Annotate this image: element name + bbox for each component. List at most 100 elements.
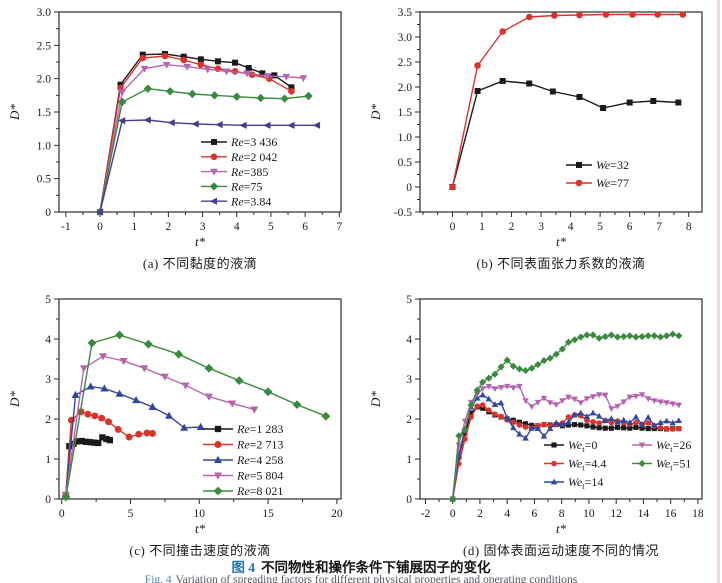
svg-text:Re=1 283: Re=1 283 xyxy=(236,422,283,436)
chart-b-plot: 0 1 2 3 4 5 6 7 8 -0.5 0 0.5 1.0 1.5 2.0 2.5 3.0 3.5 t* D* W… xyxy=(368,7,703,249)
svg-text:1: 1 xyxy=(45,454,51,466)
svg-text:10: 10 xyxy=(583,508,595,520)
svg-text:2: 2 xyxy=(509,221,515,233)
svg-text:3: 3 xyxy=(45,374,51,386)
svg-text:10: 10 xyxy=(194,508,206,520)
svg-text:t*: t* xyxy=(556,521,567,536)
svg-text:8: 8 xyxy=(559,508,565,520)
chart-d-plot: -2 0 2 4 6 8 10 12 14 16 18012345t*D*Wet=0Wet=4.4W… xyxy=(368,294,704,536)
svg-text:2.5: 2.5 xyxy=(398,57,413,69)
figure-number-en: Fig. 4 xyxy=(144,574,172,583)
svg-text:Re=8 021: Re=8 021 xyxy=(236,484,283,498)
svg-text:-1: -1 xyxy=(61,221,71,233)
chart-a-panel: -1 0 1 2 3 4 5 6 7 0 0.5 1.0 1.5 2.0 2.5 3.0 t* D* Re=3 43… xyxy=(5,2,357,272)
svg-text:2.0: 2.0 xyxy=(37,74,52,86)
svg-text:-2: -2 xyxy=(421,508,431,520)
svg-text:7: 7 xyxy=(336,221,342,233)
svg-text:D*: D* xyxy=(7,391,22,408)
svg-text:0: 0 xyxy=(450,221,456,233)
svg-text:Re=5 804: Re=5 804 xyxy=(236,469,283,483)
svg-text:16: 16 xyxy=(665,508,677,520)
svg-text:8: 8 xyxy=(686,221,692,233)
svg-text:Re=4 258: Re=4 258 xyxy=(236,453,283,467)
svg-text:6: 6 xyxy=(532,508,538,520)
svg-text:3: 3 xyxy=(406,374,412,386)
svg-text:4: 4 xyxy=(45,334,51,346)
svg-text:2.0: 2.0 xyxy=(398,82,413,94)
svg-text:0: 0 xyxy=(59,508,65,520)
svg-text:18: 18 xyxy=(692,508,704,520)
figure-title-en: Variation of spreading factors for diffe… xyxy=(175,574,578,583)
svg-text:2.5: 2.5 xyxy=(37,40,52,52)
figure-number-zh: 图 4 xyxy=(231,560,256,575)
svg-text:Re=3 436: Re=3 436 xyxy=(230,135,277,149)
svg-text:3: 3 xyxy=(538,221,544,233)
svg-text:Re=75: Re=75 xyxy=(230,180,262,194)
svg-text:4: 4 xyxy=(406,334,412,346)
svg-text:1: 1 xyxy=(406,454,412,466)
figure-title-zh: 不同物性和操作条件下铺展因子的变化 xyxy=(261,560,491,575)
svg-text:D*: D* xyxy=(7,104,22,121)
svg-text:Re=2 713: Re=2 713 xyxy=(236,438,283,452)
svg-text:We=32: We=32 xyxy=(596,158,629,172)
chart-c-panel: 0 5 10 15 20 0 1 2 3 4 5 t* D* Re=1 283 Re=2 713 Re=4 2… xyxy=(5,289,357,559)
page-edge-artifact xyxy=(717,0,720,583)
svg-text:0: 0 xyxy=(450,508,456,520)
svg-text:2: 2 xyxy=(477,508,483,520)
svg-text:Wet=0: Wet=0 xyxy=(568,438,597,454)
svg-text:4: 4 xyxy=(234,221,240,233)
svg-text:1.5: 1.5 xyxy=(37,107,52,119)
chart-d-caption: (d) 固体表面运动速度不同的情况 xyxy=(463,543,659,558)
svg-text:4: 4 xyxy=(568,221,574,233)
svg-text:Wet=51: Wet=51 xyxy=(656,457,691,473)
svg-text:6: 6 xyxy=(627,221,633,233)
svg-text:5: 5 xyxy=(406,294,412,306)
chart-a-caption: (a) 不同黏度的液滴 xyxy=(142,256,258,271)
svg-text:0: 0 xyxy=(45,207,51,219)
svg-text:2: 2 xyxy=(406,414,412,426)
svg-text:4: 4 xyxy=(504,508,510,520)
svg-text:2: 2 xyxy=(166,221,172,233)
svg-text:6: 6 xyxy=(302,221,308,233)
svg-text:1: 1 xyxy=(479,221,485,233)
svg-text:0: 0 xyxy=(97,221,103,233)
svg-text:Re=3.84: Re=3.84 xyxy=(230,194,271,208)
svg-text:Wet=14: Wet=14 xyxy=(568,475,603,491)
svg-text:5: 5 xyxy=(128,508,134,520)
chart-d-panel: -2 0 2 4 6 8 10 12 14 16 18 0 1 2 3 4 5 t* D* Wet=0 Wet=4.4 W… xyxy=(366,289,718,559)
chart-b-panel: 0 1 2 3 4 5 6 7 8 -0.5 0 0.5 1.0 1.5 2.0 2.5 3.0 3.5 t* D* W… xyxy=(366,2,718,272)
svg-text:7: 7 xyxy=(656,221,662,233)
svg-text:1.0: 1.0 xyxy=(398,132,413,144)
svg-text:1: 1 xyxy=(131,221,137,233)
svg-text:15: 15 xyxy=(262,508,274,520)
svg-text:Wet=26: Wet=26 xyxy=(656,438,691,454)
chart-c-caption: (c) 不同撞击速度的液滴 xyxy=(129,543,271,558)
figure-caption-zh: 图 4 不同物性和操作条件下铺展因子的变化 xyxy=(0,556,722,576)
svg-text:-0.5: -0.5 xyxy=(394,207,412,219)
figure-caption-en: Fig. 4 Variation of spreading factors for… xyxy=(0,574,722,583)
svg-text:0: 0 xyxy=(406,494,412,506)
svg-text:Re=2 042: Re=2 042 xyxy=(230,150,277,164)
svg-text:1.5: 1.5 xyxy=(398,107,413,119)
svg-text:5: 5 xyxy=(268,221,274,233)
svg-text:0: 0 xyxy=(406,182,412,194)
svg-text:3: 3 xyxy=(200,221,206,233)
svg-text:Wet=4.4: Wet=4.4 xyxy=(568,457,606,473)
svg-text:D*: D* xyxy=(368,104,383,121)
chart-a-plot: -1 0 1 2 3 4 5 6 7 0 0.5 1.0 1.5 2.0 2.5 3.0 t* D* Re=3 43… xyxy=(7,7,342,249)
svg-text:20: 20 xyxy=(331,508,343,520)
svg-text:3.0: 3.0 xyxy=(398,32,413,44)
svg-text:12: 12 xyxy=(610,508,622,520)
chart-b-caption: (b) 不同表面张力系数的液滴 xyxy=(476,256,646,271)
svg-text:0.5: 0.5 xyxy=(37,174,52,186)
svg-text:0: 0 xyxy=(45,494,51,506)
svg-text:2: 2 xyxy=(45,414,51,426)
svg-text:We=77: We=77 xyxy=(596,176,629,190)
svg-text:t*: t* xyxy=(195,521,206,536)
svg-text:Re=385: Re=385 xyxy=(230,165,268,179)
svg-text:0.5: 0.5 xyxy=(398,157,413,169)
svg-text:D*: D* xyxy=(368,391,383,408)
svg-text:3.5: 3.5 xyxy=(398,7,413,19)
